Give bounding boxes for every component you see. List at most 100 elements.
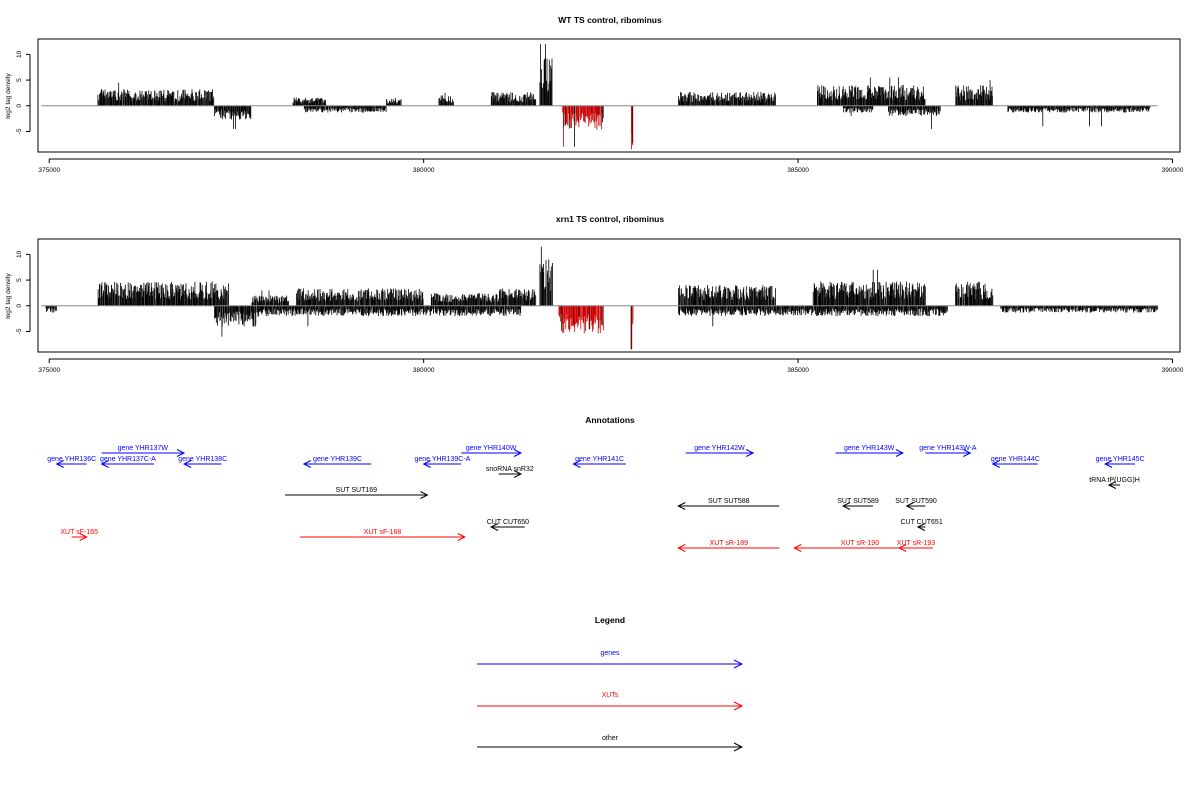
feature-arrowhead [905, 502, 914, 510]
xrn1-xtick-label: 390000 [1162, 367, 1184, 374]
feature-gene-yhr143w: gene YHR143W [835, 445, 905, 457]
feature-gene-yhr136c: gene YHR136C [47, 456, 96, 468]
feature-arrowhead [895, 449, 905, 457]
feature-label: gene YHR138C [178, 456, 227, 463]
wt-xtick-label: 385000 [787, 167, 809, 174]
feature-gene-yhr144c: gene YHR144C [991, 456, 1040, 468]
xrn1-xtick-label: 385000 [787, 367, 809, 374]
feature-label: gene YHR145C [1096, 456, 1145, 463]
feature-gene-yhr138c: gene YHR138C [178, 456, 227, 468]
feature-gene-yhr137c-a: gene YHR137C-A [100, 456, 156, 468]
feature-label: CUT CUT650 [487, 519, 529, 526]
wt-bars [97, 44, 1151, 150]
feature-arrowhead [963, 449, 972, 457]
feature-gene-yhr141c: gene YHR141C [572, 456, 626, 468]
feature-arrowhead [489, 523, 499, 531]
wt-x-axis: 375000 380000 385000 390000 [38, 158, 1184, 174]
feature-label: XUT sR-190 [841, 540, 879, 547]
feature-xut-sr-193: XUT sR-193 [897, 540, 935, 552]
feature-arrowhead [898, 544, 907, 552]
feature-arrowhead [991, 460, 1001, 468]
feature-label: XUT sF-165 [60, 529, 98, 536]
feature-arrowhead [513, 470, 523, 478]
feature-trna-tp-ugg-h: tRNA tP(UGG)H [1089, 477, 1140, 489]
feature-arrowhead [677, 502, 686, 510]
xrn1-x-axis: 375000 380000 385000 390000 [38, 358, 1184, 374]
feature-sut-sut589: SUT SUT589 [837, 498, 879, 510]
wt-xtick-label: 390000 [1162, 167, 1184, 174]
legend-label-xuts: XUTs [602, 692, 619, 699]
feature-sut-sut590: SUT SUT590 [895, 498, 937, 510]
feature-label: SUT SUT169 [336, 487, 378, 494]
feature-arrowhead [182, 460, 192, 468]
feature-arrowhead [841, 502, 851, 510]
wt-y-axis: -5 0 5 10 [16, 50, 31, 134]
feature-gene-yhr145c: gene YHR145C [1096, 456, 1145, 468]
feature-arrowhead [420, 491, 429, 499]
feature-label: gene YHR144C [991, 456, 1040, 463]
feature-xut-sf-168: XUT sF-168 [300, 529, 466, 541]
xrn1-bars [45, 246, 1158, 350]
feature-arrowhead [572, 460, 581, 468]
legend-title: Legend [595, 615, 625, 625]
wt-ytick-label: 0 [16, 104, 23, 108]
wt-ytick-label: -5 [16, 128, 23, 134]
feature-label: gene YHR137W [118, 445, 169, 452]
feature-arrowhead [793, 544, 802, 552]
feature-arrowhead [79, 533, 88, 541]
feature-gene-yhr140w: gene YHR140W [461, 445, 523, 457]
feature-label: gene YHR141C [575, 456, 624, 463]
feature-label: CUT CUT651 [900, 519, 942, 526]
legend: Legend genes XUTs other [477, 615, 744, 752]
feature-arrowhead [916, 523, 926, 531]
feature-label: gene YHR136C [47, 456, 96, 463]
wt-panel: WT TS control, ribominus log2 tag densit… [5, 15, 1184, 174]
feature-gene-yhr139c-a: gene YHR139C-A [414, 456, 471, 468]
feature-xut-sf-165: XUT sF-165 [60, 529, 98, 541]
feature-label: XUT sR-193 [897, 540, 935, 547]
feature-snorna-snr32: snoRNA snR32 [486, 466, 534, 478]
feature-gene-yhr137w: gene YHR137W [101, 445, 186, 457]
legend-label-other: other [602, 735, 619, 742]
feature-arrowhead [677, 544, 686, 552]
feature-label: XUT sR-189 [710, 540, 748, 547]
xrn1-y-axis: -5 0 5 10 [16, 250, 31, 334]
feature-label: tRNA tP(UGG)H [1089, 477, 1140, 484]
xrn1-ytick-label: 5 [16, 278, 23, 282]
xrn1-plot-frame [37, 238, 1181, 353]
feature-gene-yhr142w: gene YHR142W [685, 445, 755, 457]
feature-cut-cut651: CUT CUT651 [900, 519, 943, 531]
feature-label: gene YHR137C-A [100, 456, 156, 463]
legend-arrowhead-other [733, 742, 744, 752]
legend-entry-xuts: XUTs [477, 692, 744, 711]
feature-arrowhead [457, 533, 466, 541]
legend-arrowhead-xuts [733, 701, 744, 711]
feature-label: gene YHR142W [694, 445, 745, 452]
xrn1-ytick-label: 0 [16, 304, 23, 308]
feature-label: SUT SUT589 [837, 498, 879, 505]
wt-ytick-label: 10 [16, 50, 23, 58]
feature-arrowhead [745, 449, 755, 457]
feature-label: gene YHR139C [313, 456, 362, 463]
xrn1-xtick-label: 380000 [413, 367, 435, 374]
feature-arrowhead [1107, 481, 1117, 489]
feature-label: SUT SUT588 [708, 498, 750, 505]
feature-label: gene YHR140W [466, 445, 517, 452]
xrn1-xtick-label: 375000 [38, 367, 60, 374]
feature-cut-cut650: CUT CUT650 [487, 519, 529, 531]
feature-gene-yhr143w-a: gene YHR143W-A [919, 445, 977, 457]
wt-panel-title: WT TS control, ribominus [558, 15, 662, 25]
feature-label: SUT SUT590 [895, 498, 937, 505]
wt-ylabel: log2 tag density [5, 72, 12, 118]
feature-label: gene YHR143W [844, 445, 895, 452]
legend-entry-genes: genes [477, 650, 744, 669]
feature-arrowhead [100, 460, 109, 468]
feature-sut-sut588: SUT SUT588 [677, 498, 780, 510]
feature-arrowhead [1103, 460, 1113, 468]
feature-arrowhead [422, 460, 431, 468]
feature-gene-yhr139c: gene YHR139C [302, 456, 372, 468]
legend-arrowhead-genes [733, 659, 744, 669]
legend-label-genes: genes [600, 650, 620, 657]
